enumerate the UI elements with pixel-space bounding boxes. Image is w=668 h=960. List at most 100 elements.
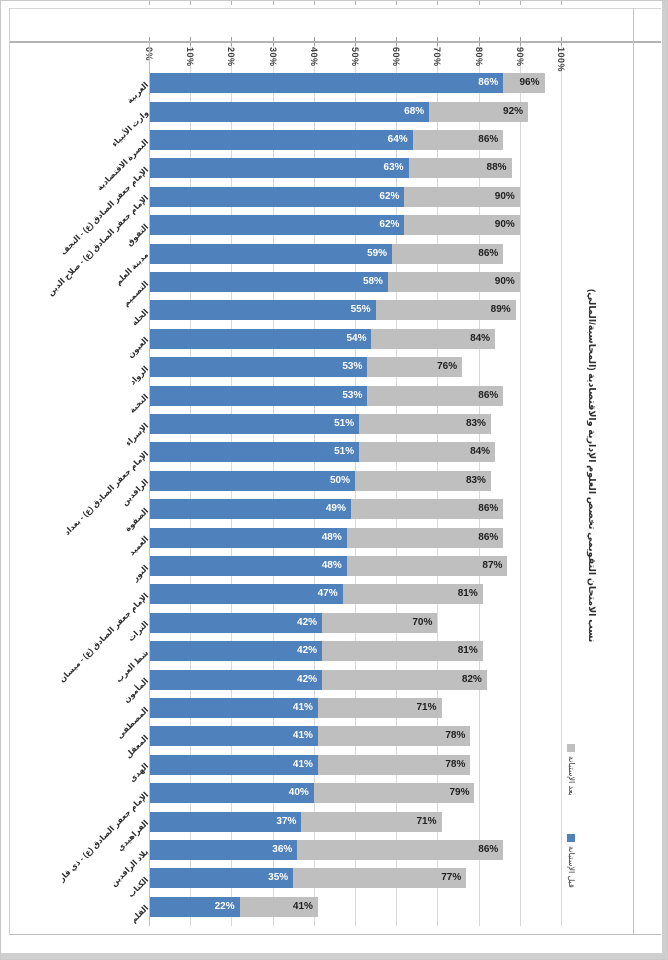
- value-label-after: 79%: [449, 787, 470, 799]
- bar-before: [149, 186, 405, 207]
- bar-before: [149, 840, 298, 860]
- value-label-after: 78%: [445, 758, 466, 770]
- bar-before: [149, 811, 302, 832]
- bar-before: [149, 896, 240, 917]
- value-label-before: 51%: [334, 418, 355, 429]
- page-top-tickmark: [313, 1, 315, 5]
- value-label-after: 83%: [465, 418, 486, 429]
- legend-item-before: قبل الإستبانة: [566, 834, 577, 888]
- value-axis-line: [9, 41, 661, 43]
- value-label-before: 48%: [321, 560, 342, 571]
- bar-before: [149, 527, 347, 548]
- value-label-before: 54%: [346, 332, 367, 344]
- value-label-before: 47%: [317, 588, 338, 600]
- bar-before: [149, 272, 388, 292]
- value-label-after: 81%: [457, 645, 478, 657]
- axis-tick-label: 80%: [473, 47, 484, 67]
- value-label-before: 86%: [478, 77, 499, 89]
- value-label-before: 41%: [292, 758, 313, 770]
- axis-tick-label: 100%: [556, 47, 566, 73]
- value-label-after: 86%: [478, 844, 499, 855]
- value-label-after: 76%: [437, 361, 458, 373]
- bar-before: [149, 130, 413, 150]
- bar-before: [149, 414, 360, 434]
- bar-before: [149, 101, 430, 122]
- page-top-tickmark: [519, 1, 521, 5]
- bar-before: [149, 158, 409, 179]
- bar-before: [149, 499, 351, 520]
- value-label-after: 81%: [457, 588, 478, 600]
- gridline: [561, 42, 562, 926]
- page-bottom-edge: [1, 953, 667, 959]
- value-label-after: 90%: [494, 190, 515, 202]
- page-top-tickmark: [561, 1, 562, 5]
- value-label-after: 83%: [465, 474, 486, 486]
- page-top-line: [9, 8, 661, 9]
- page-top-tickmark: [272, 1, 274, 5]
- value-label-before: 53%: [342, 389, 363, 401]
- value-label-after: 92%: [503, 105, 524, 117]
- value-label-after: 88%: [486, 162, 507, 174]
- bar-before: [149, 641, 323, 662]
- value-label-before: 68%: [404, 105, 425, 117]
- bar-before: [149, 243, 393, 264]
- axis-tick-label: 90%: [514, 47, 525, 67]
- value-label-after: 89%: [490, 304, 511, 316]
- axis-tick-label: 10%: [185, 47, 196, 67]
- bar-before: [149, 783, 314, 804]
- value-label-before: 64%: [387, 134, 408, 145]
- value-label-before: 41%: [292, 702, 313, 713]
- legend-swatch-icon: [567, 744, 576, 752]
- page-top-tickmark: [437, 1, 439, 5]
- value-label-after: 90%: [494, 276, 515, 287]
- legend-swatch-icon: [567, 834, 576, 842]
- page-left-line: [9, 8, 10, 935]
- value-label-before: 55%: [350, 304, 371, 316]
- value-label-before: 40%: [288, 787, 309, 799]
- page-bottom-line: [9, 934, 661, 935]
- chart-title: نسب الامتحان التقويمي تخصص العلوم الإدار…: [586, 289, 597, 643]
- page-top-tickmark: [190, 1, 192, 5]
- page-top-tickmark: [396, 1, 398, 5]
- value-label-after: 86%: [478, 531, 499, 543]
- bar-before: [149, 300, 376, 321]
- bar-before: [149, 357, 368, 378]
- value-label-before: 22%: [214, 900, 235, 912]
- bar-before: [149, 754, 318, 775]
- value-label-after: 86%: [478, 247, 499, 259]
- value-label-before: 42%: [297, 673, 318, 685]
- value-label-before: 42%: [297, 616, 318, 628]
- bar-before: [149, 669, 323, 690]
- bar-before: [149, 385, 368, 406]
- bar-before: [149, 612, 323, 633]
- category-axis-line: [149, 41, 150, 926]
- value-label-before: 36%: [272, 844, 293, 855]
- axis-tick-label: 20%: [226, 47, 237, 67]
- axis-tick-label: 30%: [267, 47, 278, 67]
- legend-item-after: بعد الإستبانة: [566, 744, 577, 796]
- page-top-tickmark: [149, 1, 150, 5]
- value-label-after: 87%: [482, 560, 503, 571]
- page-right-edge: [662, 1, 667, 959]
- value-label-before: 51%: [334, 446, 355, 458]
- value-label-after: 86%: [478, 134, 499, 145]
- bar-before: [149, 215, 405, 236]
- bar-before: [149, 556, 347, 576]
- legend-item-label: قبل الإستبانة: [567, 846, 576, 888]
- value-label-after: 78%: [445, 730, 466, 742]
- value-label-after: 84%: [470, 332, 491, 344]
- value-label-before: 59%: [367, 247, 388, 259]
- value-label-before: 50%: [329, 474, 350, 486]
- value-label-after: 84%: [470, 446, 491, 458]
- page-top-tickmark: [231, 1, 233, 5]
- page-top-tickmark: [355, 1, 356, 5]
- bar-before: [149, 470, 355, 491]
- bar-before: [149, 73, 504, 94]
- value-label-after: 77%: [441, 872, 462, 884]
- legend-item-label: بعد الإستبانة: [567, 756, 576, 796]
- gridline: [519, 42, 521, 926]
- value-label-after: 90%: [494, 219, 515, 231]
- value-label-before: 37%: [276, 815, 297, 827]
- bar-before: [149, 726, 318, 747]
